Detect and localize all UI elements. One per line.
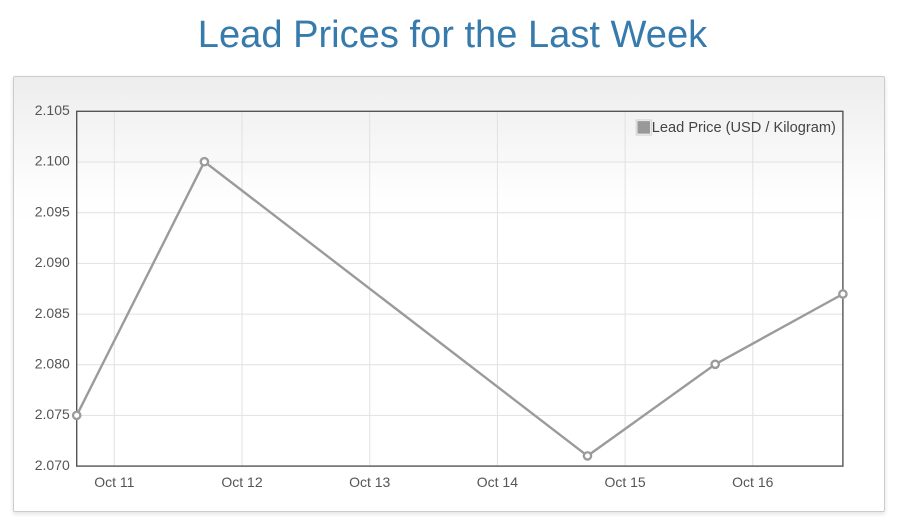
svg-text:2.090: 2.090 (35, 254, 70, 270)
svg-text:Oct 15: Oct 15 (604, 474, 645, 490)
svg-text:2.075: 2.075 (35, 406, 70, 422)
svg-text:Oct 16: Oct 16 (732, 474, 773, 490)
svg-text:Oct 12: Oct 12 (221, 474, 262, 490)
svg-text:2.080: 2.080 (35, 356, 70, 372)
svg-text:Oct 13: Oct 13 (349, 474, 390, 490)
svg-text:2.100: 2.100 (35, 153, 70, 169)
svg-text:Oct 14: Oct 14 (477, 474, 518, 490)
svg-text:Lead Prices for the Last Week: Lead Prices for the Last Week (198, 14, 708, 56)
svg-text:2.085: 2.085 (35, 305, 70, 321)
svg-text:2.070: 2.070 (35, 457, 70, 473)
svg-text:Oct 11: Oct 11 (94, 474, 134, 490)
svg-text:2.095: 2.095 (35, 203, 70, 219)
svg-text:Lead Price (USD / Kilogram): Lead Price (USD / Kilogram) (652, 120, 836, 136)
svg-text:2.105: 2.105 (35, 102, 70, 118)
